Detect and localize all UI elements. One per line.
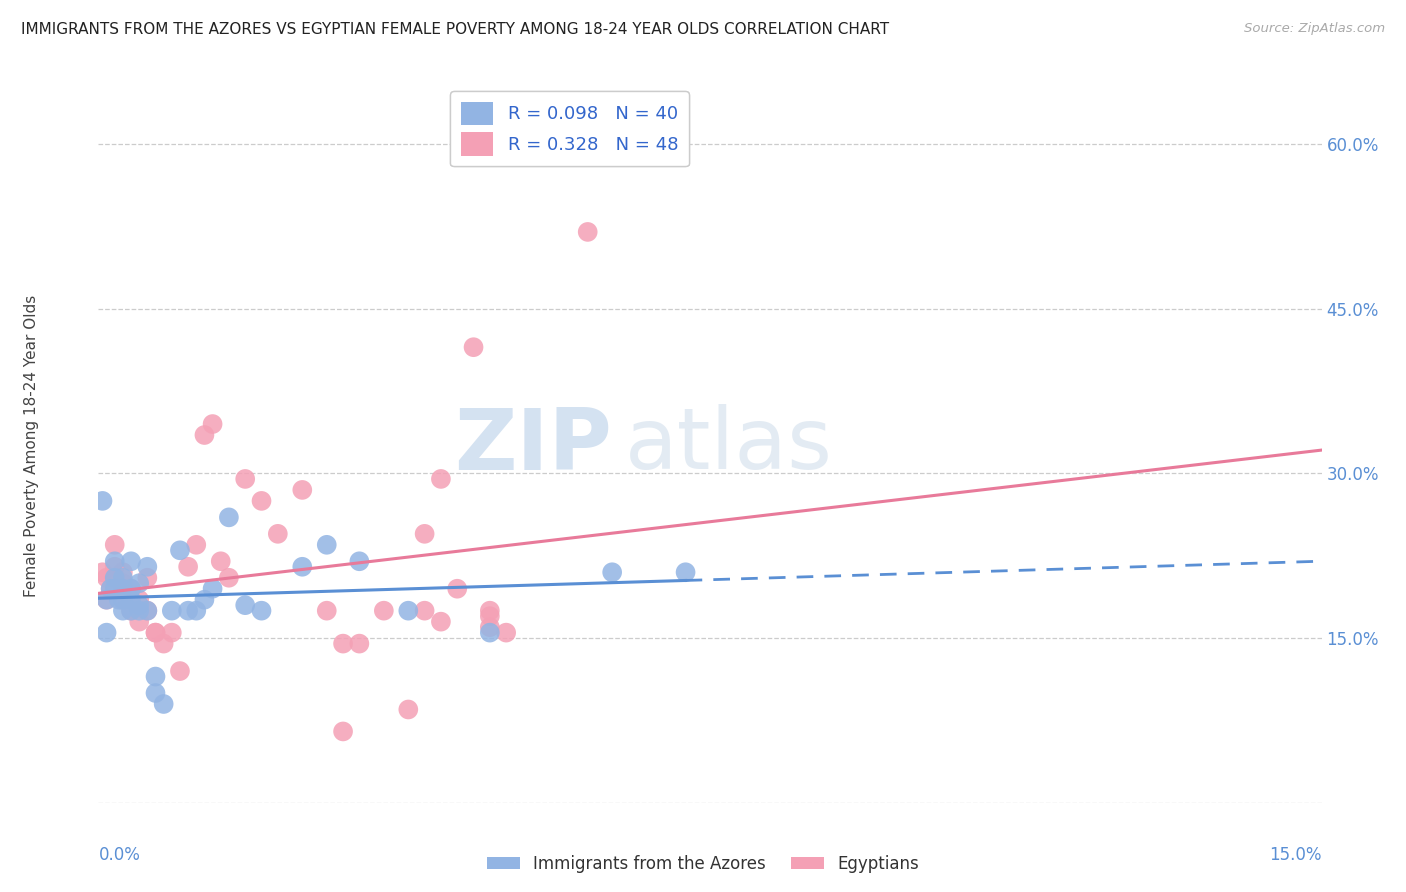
- Point: [108, 592, 131, 607]
- Point: [495, 625, 517, 640]
- Point: [430, 615, 453, 629]
- Text: Source: ZipAtlas.com: Source: ZipAtlas.com: [1244, 22, 1385, 36]
- Point: [96, 592, 118, 607]
- Point: [111, 571, 134, 585]
- Point: [111, 604, 134, 618]
- Point: [396, 702, 419, 716]
- Point: [267, 526, 290, 541]
- Point: [576, 225, 599, 239]
- Point: [600, 566, 623, 580]
- Point: [152, 637, 174, 651]
- Point: [446, 582, 468, 596]
- Point: [111, 582, 134, 596]
- Point: [463, 340, 485, 354]
- Point: [136, 559, 159, 574]
- Point: [413, 526, 436, 541]
- Point: [218, 571, 240, 585]
- Point: [111, 566, 134, 580]
- Point: [128, 598, 150, 612]
- Point: [186, 604, 208, 618]
- Point: [177, 559, 200, 574]
- Point: [145, 625, 167, 640]
- Legend: R = 0.098   N = 40, R = 0.328   N = 48: R = 0.098 N = 40, R = 0.328 N = 48: [450, 91, 689, 167]
- Point: [91, 494, 114, 508]
- Point: [111, 576, 134, 591]
- Point: [349, 637, 371, 651]
- Point: [136, 571, 159, 585]
- Point: [349, 554, 371, 568]
- Point: [478, 625, 501, 640]
- Point: [430, 472, 453, 486]
- Point: [120, 582, 142, 596]
- Text: ZIP: ZIP: [454, 404, 612, 488]
- Point: [218, 510, 240, 524]
- Point: [145, 625, 167, 640]
- Point: [104, 571, 127, 585]
- Point: [100, 582, 122, 596]
- Point: [332, 637, 354, 651]
- Point: [193, 428, 215, 442]
- Point: [160, 604, 183, 618]
- Point: [478, 620, 501, 634]
- Point: [169, 543, 191, 558]
- Point: [120, 582, 142, 596]
- Point: [128, 576, 150, 591]
- Legend: Immigrants from the Azores, Egyptians: Immigrants from the Azores, Egyptians: [479, 848, 927, 880]
- Point: [111, 592, 134, 607]
- Point: [120, 554, 142, 568]
- Point: [104, 571, 127, 585]
- Point: [145, 669, 167, 683]
- Point: [104, 582, 127, 596]
- Point: [128, 592, 150, 607]
- Point: [160, 625, 183, 640]
- Point: [315, 604, 337, 618]
- Text: 15.0%: 15.0%: [1270, 846, 1322, 863]
- Text: IMMIGRANTS FROM THE AZORES VS EGYPTIAN FEMALE POVERTY AMONG 18-24 YEAR OLDS CORR: IMMIGRANTS FROM THE AZORES VS EGYPTIAN F…: [21, 22, 889, 37]
- Point: [145, 686, 167, 700]
- Point: [100, 582, 122, 596]
- Point: [315, 538, 337, 552]
- Point: [193, 592, 215, 607]
- Point: [120, 592, 142, 607]
- Point: [96, 592, 118, 607]
- Point: [128, 615, 150, 629]
- Point: [128, 604, 150, 618]
- Point: [291, 483, 314, 497]
- Point: [233, 598, 256, 612]
- Point: [136, 604, 159, 618]
- Point: [96, 571, 118, 585]
- Point: [186, 538, 208, 552]
- Text: Female Poverty Among 18-24 Year Olds: Female Poverty Among 18-24 Year Olds: [24, 295, 38, 597]
- Point: [478, 604, 501, 618]
- Point: [233, 472, 256, 486]
- Point: [291, 559, 314, 574]
- Point: [332, 724, 354, 739]
- Text: atlas: atlas: [624, 404, 832, 488]
- Point: [250, 604, 273, 618]
- Point: [478, 609, 501, 624]
- Point: [104, 554, 127, 568]
- Point: [120, 604, 142, 618]
- Point: [91, 566, 114, 580]
- Point: [675, 566, 697, 580]
- Point: [201, 417, 224, 431]
- Point: [250, 494, 273, 508]
- Point: [136, 604, 159, 618]
- Point: [104, 538, 127, 552]
- Text: 0.0%: 0.0%: [98, 846, 141, 863]
- Point: [413, 604, 436, 618]
- Point: [111, 592, 134, 607]
- Point: [169, 664, 191, 678]
- Point: [396, 604, 419, 618]
- Point: [96, 625, 118, 640]
- Point: [373, 604, 395, 618]
- Point: [120, 604, 142, 618]
- Point: [104, 559, 127, 574]
- Point: [209, 554, 232, 568]
- Point: [201, 582, 224, 596]
- Point: [152, 697, 174, 711]
- Point: [177, 604, 200, 618]
